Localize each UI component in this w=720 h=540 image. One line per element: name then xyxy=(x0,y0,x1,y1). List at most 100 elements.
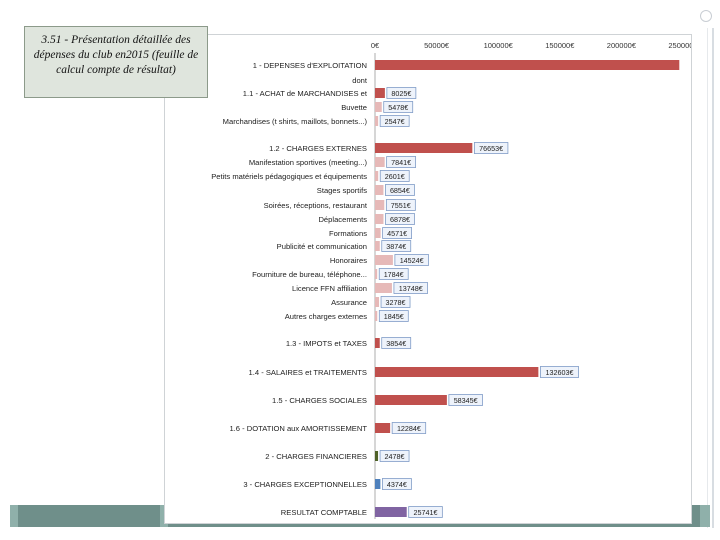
bar xyxy=(375,241,380,251)
data-label-box xyxy=(385,199,416,211)
category-label: Buvette xyxy=(341,103,367,112)
data-label: 76653€ xyxy=(479,144,503,153)
bar xyxy=(375,423,391,433)
data-label: 4374€ xyxy=(387,480,407,489)
category-label: Licence FFN affiliation xyxy=(292,284,367,293)
data-label: 2601€ xyxy=(385,172,405,181)
data-label-box xyxy=(385,184,415,196)
x-tick-label: 150000€ xyxy=(545,41,575,50)
data-label: 3874€ xyxy=(386,242,406,251)
slide-corner-circle xyxy=(700,10,712,22)
category-label: Publicité et communication xyxy=(277,242,367,251)
category-label: Autres charges externes xyxy=(285,312,368,321)
data-label-box xyxy=(448,394,483,406)
data-label: 2478€ xyxy=(385,452,405,461)
data-label: 1845€ xyxy=(384,312,404,321)
data-label-box xyxy=(391,422,427,434)
data-label: 13748€ xyxy=(399,284,423,293)
bar xyxy=(375,269,378,279)
bar xyxy=(375,507,407,517)
data-label-box xyxy=(381,240,412,252)
bar xyxy=(375,311,378,321)
x-tick-label: 100000€ xyxy=(484,41,514,50)
data-label: 3854€ xyxy=(386,339,406,348)
data-label-box xyxy=(379,115,410,127)
bar xyxy=(375,88,385,98)
bar xyxy=(375,479,381,489)
bar xyxy=(375,297,380,307)
data-label-box xyxy=(383,101,414,113)
bar xyxy=(375,255,393,265)
data-label-box xyxy=(386,87,417,99)
category-label: 1.5 - CHARGES SOCIALES xyxy=(272,396,367,405)
bar xyxy=(375,283,392,293)
data-label: 58345€ xyxy=(454,396,478,405)
bar xyxy=(375,143,473,153)
bar xyxy=(375,228,381,238)
data-label-box xyxy=(381,337,412,349)
category-label: 2 - CHARGES FINANCIERES xyxy=(265,452,367,461)
category-label: 1 - DEPENSES d'EXPLOITATION xyxy=(253,61,367,70)
category-label: Petits matériels pédagogiques et équipem… xyxy=(211,172,367,181)
footer-band-segment xyxy=(700,505,710,527)
data-label-box xyxy=(379,450,410,462)
data-label: 132603€ xyxy=(545,368,573,377)
expenses-bar-chart: 0€ 50000€ 100000€ 150000€ 200000€ 250000€ 1 - … xyxy=(211,41,698,519)
data-label: 1784€ xyxy=(384,270,404,279)
category-label: 3 - CHARGES EXCEPTIONNELLES xyxy=(243,480,367,489)
category-label: 1.6 - DOTATION aux AMORTISSEMENT xyxy=(229,424,367,433)
bar xyxy=(375,214,384,224)
category-label: 1.4 - SALAIRES et TRAITEMENTS xyxy=(249,368,367,377)
data-label: 6878€ xyxy=(390,215,410,224)
data-label: 3278€ xyxy=(386,298,406,307)
data-label: 4571€ xyxy=(387,229,407,238)
chart-panel: 0€ 50000€ 100000€ 150000€ 200000€ 250000€ 1 - … xyxy=(164,34,698,524)
data-label-box xyxy=(540,366,579,378)
data-label: 7841€ xyxy=(391,158,411,167)
category-label: RESULTAT COMPTABLE xyxy=(281,508,367,517)
slide-frame-line xyxy=(712,28,714,528)
data-label-box xyxy=(382,478,412,490)
data-label: 6854€ xyxy=(390,186,410,195)
bar xyxy=(375,102,382,112)
bar xyxy=(375,395,447,405)
data-label-box xyxy=(393,282,428,294)
x-tick-label: 0€ xyxy=(371,41,380,50)
category-label: 1.2 - CHARGES EXTERNES xyxy=(269,144,367,153)
category-label: Assurance xyxy=(331,298,367,307)
data-label: 7551€ xyxy=(391,201,411,210)
category-label: dont xyxy=(352,76,368,85)
data-label-box xyxy=(473,142,509,154)
bar xyxy=(375,367,539,377)
bar xyxy=(375,451,379,461)
bar xyxy=(375,116,379,126)
category-label: Stages sportifs xyxy=(317,186,367,195)
x-tick-label: 250000€ xyxy=(668,41,691,50)
data-label: 5478€ xyxy=(388,103,408,112)
x-tick-label: 50000€ xyxy=(424,41,450,50)
bar xyxy=(375,338,380,348)
category-label: Formations xyxy=(329,229,367,238)
data-label-box xyxy=(385,213,415,225)
data-label: 12284€ xyxy=(397,424,421,433)
category-label: 1.1 - ACHAT de MARCHANDISES et xyxy=(243,89,368,98)
category-label: 1.3 - IMPOTS et TAXES xyxy=(286,339,367,348)
bar xyxy=(375,185,384,195)
data-label: 8025€ xyxy=(391,89,411,98)
category-label: Marchandises (t shirts, maillots, bonnet… xyxy=(223,117,368,126)
data-label-box xyxy=(386,156,417,168)
data-label: 2547€ xyxy=(385,117,405,126)
data-label-box xyxy=(394,254,429,266)
data-label-box xyxy=(378,268,409,280)
bar xyxy=(375,171,379,181)
category-label: Soirées, réceptions, restaurant xyxy=(264,201,368,210)
slide-caption: 3.51 - Présentation détaillée des dépens… xyxy=(24,26,208,98)
bar xyxy=(375,60,680,70)
category-label: Manifestation sportives (meeting...) xyxy=(249,158,368,167)
category-label: Déplacements xyxy=(318,215,367,224)
bar xyxy=(375,200,385,210)
data-label: 14524€ xyxy=(400,256,424,265)
data-label-box xyxy=(379,170,410,182)
data-label-box xyxy=(380,296,411,308)
bar xyxy=(375,157,385,167)
